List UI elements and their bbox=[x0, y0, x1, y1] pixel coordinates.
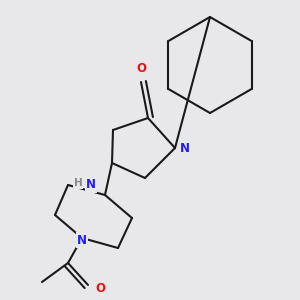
Text: N: N bbox=[180, 142, 190, 154]
Text: H: H bbox=[74, 178, 82, 188]
Text: N: N bbox=[86, 178, 96, 191]
Text: O: O bbox=[136, 61, 146, 74]
Text: N: N bbox=[77, 233, 87, 247]
Text: O: O bbox=[95, 281, 105, 295]
